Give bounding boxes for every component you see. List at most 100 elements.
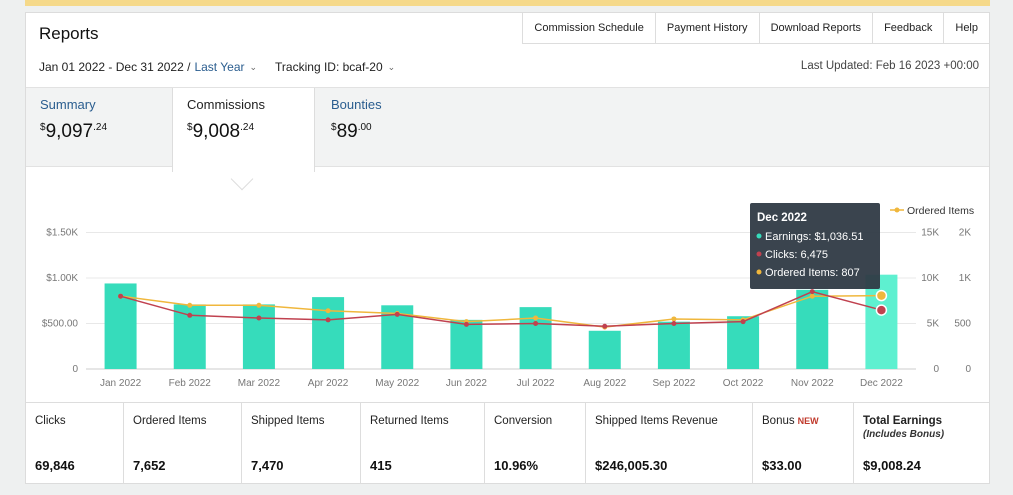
commission-schedule-link[interactable]: Commission Schedule: [523, 13, 656, 43]
tab-commissions-label: Commissions: [187, 97, 266, 112]
earnings-bar: [727, 316, 760, 369]
stat-label: Ordered Items: [133, 415, 207, 427]
report-filters: Jan 01 2022 - Dec 31 2022 / Last Year ⌄ …: [39, 60, 395, 74]
y-right-ordered-tick-label: 500: [954, 319, 971, 330]
feedback-link[interactable]: Feedback: [873, 13, 945, 43]
x-tick-label: Feb 2022: [169, 378, 212, 389]
chevron-down-icon[interactable]: ⌄: [387, 61, 396, 72]
top-accent-bar: [25, 0, 990, 6]
ordered-items-point: [671, 316, 677, 322]
x-tick-label: May 2022: [375, 378, 419, 389]
stat-clicks: Clicks 69,846: [26, 403, 124, 484]
clicks-point: [602, 323, 608, 329]
period-dropdown[interactable]: Last Year: [194, 60, 245, 74]
stat-bonus: Bonus NEW $33.00: [753, 403, 854, 484]
stat-total-earnings: Total Earnings (Includes Bonus) $9,008.2…: [854, 403, 989, 484]
ordered-items-point: [809, 293, 815, 299]
summary-stats: Clicks 69,846 Ordered Items 7,652 Shippe…: [26, 402, 989, 484]
page-title: Reports: [39, 24, 99, 43]
ordered-items-point: [187, 302, 193, 308]
stat-value: 10.96%: [494, 458, 539, 473]
tooltip-ordered: Ordered Items: 807: [765, 267, 860, 279]
tab-commissions[interactable]: Commissions $9,008.24: [172, 88, 315, 172]
earnings-chart: 0 0 0 $500.00 5K 500 $1.00K 10K 1K $1.50K 15K 2K Jan…: [42, 203, 974, 389]
tracking-id-dropdown[interactable]: Tracking ID: bcaf-20: [275, 60, 383, 74]
y-right-clicks-tick-label: 10K: [921, 273, 939, 284]
earnings-bar: [242, 304, 275, 369]
x-tick-label: Dec 2022: [860, 378, 903, 389]
tab-commissions-value: $9,008.24: [187, 121, 255, 142]
clicks-point: [256, 315, 262, 321]
tooltip-title: Dec 2022: [757, 212, 807, 224]
stat-label: Shipped Items: [251, 415, 325, 427]
clicks-point: [187, 312, 193, 318]
clicks-point: [325, 317, 331, 323]
help-link[interactable]: Help: [955, 22, 978, 34]
tooltip-clicks-dot: [756, 251, 762, 257]
stat-value: $9,008.24: [863, 458, 921, 473]
earnings-bar: [450, 319, 483, 369]
tooltip-box: [750, 203, 880, 289]
clicks-point: [463, 321, 469, 327]
clicks-point: [118, 293, 124, 299]
stat-value: 415: [370, 458, 392, 473]
clicks-point: [533, 321, 539, 326]
x-tick-label: Aug 2022: [583, 378, 626, 389]
y-left-tick-label: $500.00: [42, 319, 79, 330]
clicks-point: [809, 289, 815, 295]
tooltip-ordered-dot: [756, 269, 762, 275]
x-tick-label: Sep 2022: [653, 378, 696, 389]
ordered-items-point: [533, 315, 539, 321]
y-right-ordered-tick-label: 2K: [959, 228, 972, 239]
tab-bounties[interactable]: Bounties $89.00: [317, 88, 457, 168]
stat-conversion: Conversion 10.96%: [485, 403, 586, 484]
y-right-clicks-tick-label: 15K: [921, 228, 939, 239]
last-updated: Last Updated: Feb 16 2023 +00:00: [800, 60, 979, 72]
chevron-down-icon[interactable]: ⌄: [249, 61, 258, 72]
stat-label: Total Earnings: [863, 415, 943, 427]
tooltip-clicks: Clicks: 6,475: [765, 249, 828, 261]
clicks-point: [671, 321, 677, 326]
stat-sublabel: (Includes Bonus): [863, 429, 945, 440]
tooltip-earnings-dot: [756, 233, 762, 239]
stat-label: Conversion: [494, 415, 553, 427]
stat-value: 7,470: [251, 458, 284, 473]
y-right-ordered-tick-label: 0: [965, 364, 971, 375]
ordered-items-point: [875, 289, 888, 302]
payment-history-link[interactable]: Payment History: [656, 13, 760, 43]
tab-summary[interactable]: Summary $9,097.24: [26, 88, 172, 168]
new-badge: NEW: [797, 416, 819, 426]
stat-returned-items: Returned Items 415: [361, 403, 485, 484]
download-reports-link[interactable]: Download Reports: [760, 13, 874, 43]
stat-value: $246,005.30: [595, 458, 668, 473]
x-tick-label: Oct 2022: [723, 378, 764, 389]
stat-label: Returned Items: [370, 415, 449, 427]
stat-value: 69,846: [35, 458, 75, 473]
stat-label: Clicks: [35, 415, 66, 427]
legend-swatch-dot: [894, 207, 900, 213]
clicks-point: [740, 319, 746, 325]
x-tick-label: Jul 2022: [517, 378, 555, 389]
earnings-bar: [796, 289, 829, 369]
x-tick-label: Jun 2022: [446, 378, 488, 389]
stat-ordered-items: Ordered Items 7,652: [124, 403, 242, 484]
x-tick-label: Nov 2022: [791, 378, 834, 389]
ordered-items-point: [325, 308, 331, 314]
x-tick-label: Apr 2022: [308, 378, 349, 389]
tab-summary-label: Summary: [40, 97, 96, 112]
y-left-tick-label: $1.00K: [46, 273, 78, 284]
y-left-tick-label: $1.50K: [46, 228, 78, 239]
stat-shipped-revenue: Shipped Items Revenue $246,005.30: [586, 403, 753, 484]
tooltip-earnings: Earnings: $1,036.51: [765, 231, 863, 243]
clicks-line: [120, 290, 882, 327]
earnings-bar: [657, 321, 690, 369]
stat-value: $33.00: [762, 458, 802, 473]
chart-tooltip: Dec 2022 Earnings: $1,036.51 Clicks: 6,475…: [750, 203, 880, 289]
y-right-clicks-tick-label: 5K: [927, 319, 940, 330]
y-left-tick-label: 0: [72, 364, 78, 375]
tab-bounties-label: Bounties: [331, 97, 382, 112]
date-range: Jan 01 2022 - Dec 31 2022 /: [39, 60, 191, 74]
clicks-point: [875, 304, 888, 316]
x-tick-label: Mar 2022: [238, 378, 281, 389]
tab-bounties-value: $89.00: [331, 121, 372, 142]
